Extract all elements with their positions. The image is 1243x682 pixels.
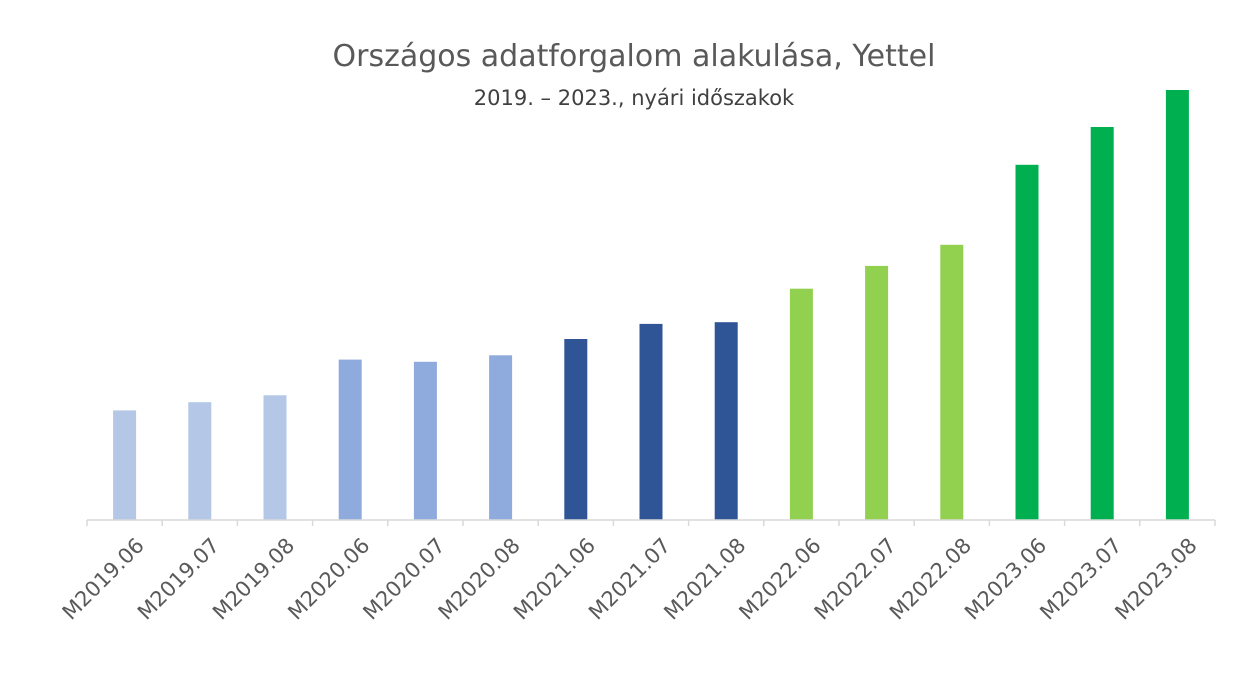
bar-m2021-07 — [639, 323, 663, 520]
bar-m2022-06 — [789, 288, 813, 520]
bar-m2021-06 — [564, 339, 588, 520]
bar-m2019-07 — [188, 402, 212, 520]
x-axis-ticks — [86, 520, 1216, 526]
chart-title: Országos adatforgalom alakulása, Yettel — [333, 39, 936, 74]
bar-m2023-07 — [1090, 127, 1114, 520]
bar-m2019-08 — [263, 395, 287, 520]
bar-m2020-08 — [489, 355, 513, 520]
x-tick-label: M2023.08 — [1110, 533, 1201, 624]
chart-subtitle: 2019. – 2023., nyári időszakok — [474, 86, 795, 110]
bars-group — [113, 90, 1189, 521]
bar-m2023-06 — [1015, 164, 1039, 521]
x-axis-labels: M2019.06M2019.07M2019.08M2020.06M2020.07… — [58, 533, 1202, 624]
bar-m2021-08 — [714, 322, 738, 520]
bar-m2020-06 — [338, 359, 362, 520]
bar-m2023-08 — [1165, 90, 1189, 520]
bar-m2019-06 — [113, 410, 137, 520]
bar-m2022-08 — [940, 244, 964, 521]
bar-m2020-07 — [413, 361, 437, 520]
bar-m2022-07 — [865, 265, 889, 520]
